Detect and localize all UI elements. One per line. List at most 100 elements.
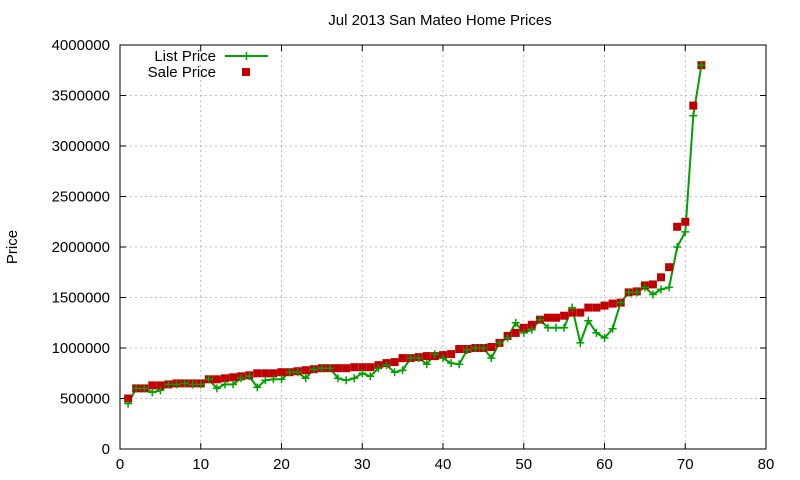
legend-label-list-price: List Price bbox=[154, 48, 216, 65]
list-price-point bbox=[326, 364, 334, 373]
list-price-point bbox=[592, 328, 601, 337]
list-price-point bbox=[140, 384, 149, 393]
list-price-point bbox=[422, 360, 431, 369]
axis-ticks: 0 10 20 30 40 50 60 70 80 0 500000 1000000 1500000 20… bbox=[52, 37, 775, 473]
sale-price-point bbox=[600, 301, 609, 310]
list-price-point bbox=[301, 374, 310, 383]
x-tick-label: 60 bbox=[596, 456, 613, 473]
sale-price-point bbox=[608, 299, 617, 308]
legend-marker-list-price bbox=[242, 52, 251, 60]
x-tick-label: 20 bbox=[273, 456, 290, 473]
sale-price-point bbox=[568, 308, 577, 317]
sale-price-point bbox=[342, 364, 351, 373]
list-price-point bbox=[560, 323, 569, 332]
list-price-point bbox=[293, 368, 302, 377]
list-price-point bbox=[552, 323, 560, 332]
list-price-point bbox=[544, 323, 552, 332]
y-tick-label: 3500000 bbox=[52, 88, 110, 105]
list-price-point bbox=[657, 285, 665, 294]
list-price-point bbox=[479, 344, 488, 352]
list-price-point bbox=[245, 372, 254, 381]
sale-price-point bbox=[277, 368, 286, 377]
sale-price-point bbox=[673, 222, 682, 231]
list-price-point bbox=[535, 315, 544, 324]
list-price-point bbox=[309, 365, 318, 374]
sale-price-point bbox=[592, 303, 601, 312]
list-price-point bbox=[697, 61, 706, 70]
sale-price-point bbox=[269, 369, 278, 378]
list-price-point bbox=[132, 384, 141, 393]
sale-price-point bbox=[261, 369, 270, 378]
y-tick-label: 3000000 bbox=[52, 138, 110, 155]
sale-price-point bbox=[665, 263, 674, 272]
sale-price-point bbox=[301, 366, 310, 375]
sale-price-point bbox=[422, 352, 431, 361]
list-price-point bbox=[196, 380, 205, 389]
sale-price-point bbox=[398, 354, 407, 363]
list-price-point bbox=[342, 376, 351, 385]
legend-label-sale-price: Sale Price bbox=[148, 64, 216, 81]
y-axis-label: Price bbox=[4, 230, 21, 264]
list-price-point bbox=[527, 325, 536, 334]
sale-price-point bbox=[527, 320, 536, 329]
list-price-point bbox=[269, 375, 278, 384]
legend-marker-sale-price bbox=[242, 68, 250, 76]
list-price-point bbox=[616, 298, 625, 307]
sale-price-point bbox=[519, 323, 528, 332]
list-price-point bbox=[237, 374, 246, 383]
sale-price-point bbox=[552, 313, 560, 322]
series-line-list-price bbox=[127, 65, 703, 405]
list-price-point bbox=[624, 288, 633, 297]
sale-price-point bbox=[648, 280, 657, 289]
y-tick-label: 2500000 bbox=[52, 189, 110, 206]
x-tick-label: 80 bbox=[758, 456, 775, 473]
sale-price-point bbox=[584, 303, 593, 312]
sale-price-point bbox=[511, 328, 520, 337]
list-price-point bbox=[366, 372, 375, 381]
list-price-point bbox=[285, 368, 294, 377]
legend: List Price Sale Price bbox=[148, 48, 268, 81]
plot-frame bbox=[119, 44, 767, 450]
sale-price-point bbox=[156, 381, 165, 390]
list-price-point bbox=[576, 338, 585, 347]
sale-price-point bbox=[229, 373, 238, 382]
list-price-point bbox=[511, 318, 520, 327]
list-price-point bbox=[430, 350, 439, 359]
list-price-point bbox=[374, 364, 383, 373]
sale-price-point bbox=[358, 363, 367, 372]
x-tick-label: 30 bbox=[354, 456, 371, 473]
y-tick-label: 2000000 bbox=[52, 239, 110, 256]
list-price-point bbox=[519, 328, 528, 337]
list-price-point bbox=[148, 388, 157, 397]
list-price-point bbox=[406, 354, 415, 363]
x-tick-label: 40 bbox=[435, 456, 452, 473]
list-price-point bbox=[358, 369, 367, 378]
sale-price-point bbox=[681, 217, 690, 226]
sale-price-point bbox=[455, 345, 464, 353]
x-tick-label: 70 bbox=[677, 456, 694, 473]
list-price-point bbox=[447, 359, 456, 368]
list-price-point bbox=[164, 380, 173, 389]
list-price-point bbox=[334, 374, 342, 383]
y-tick-label: 1500000 bbox=[52, 290, 110, 307]
sale-price-point bbox=[576, 308, 585, 317]
list-price-point bbox=[463, 346, 472, 354]
sale-price-point bbox=[447, 350, 456, 359]
sale-price-point bbox=[390, 358, 399, 367]
chart-title: Jul 2013 San Mateo Home Prices bbox=[328, 12, 551, 29]
list-price-point bbox=[665, 283, 674, 292]
list-price-point bbox=[648, 290, 657, 299]
list-price-point bbox=[600, 333, 609, 342]
sale-price-point bbox=[689, 101, 698, 110]
list-price-point bbox=[188, 380, 197, 389]
list-price-point bbox=[689, 111, 698, 120]
list-price-point bbox=[204, 375, 213, 384]
x-tick-label: 0 bbox=[116, 456, 124, 473]
list-price-point bbox=[398, 366, 407, 375]
x-tick-label: 50 bbox=[515, 456, 532, 473]
list-price-point bbox=[608, 324, 617, 333]
list-price-point bbox=[681, 227, 690, 236]
list-price-point bbox=[632, 288, 641, 297]
y-tick-label: 0 bbox=[102, 441, 110, 458]
sale-price-point bbox=[212, 375, 221, 384]
